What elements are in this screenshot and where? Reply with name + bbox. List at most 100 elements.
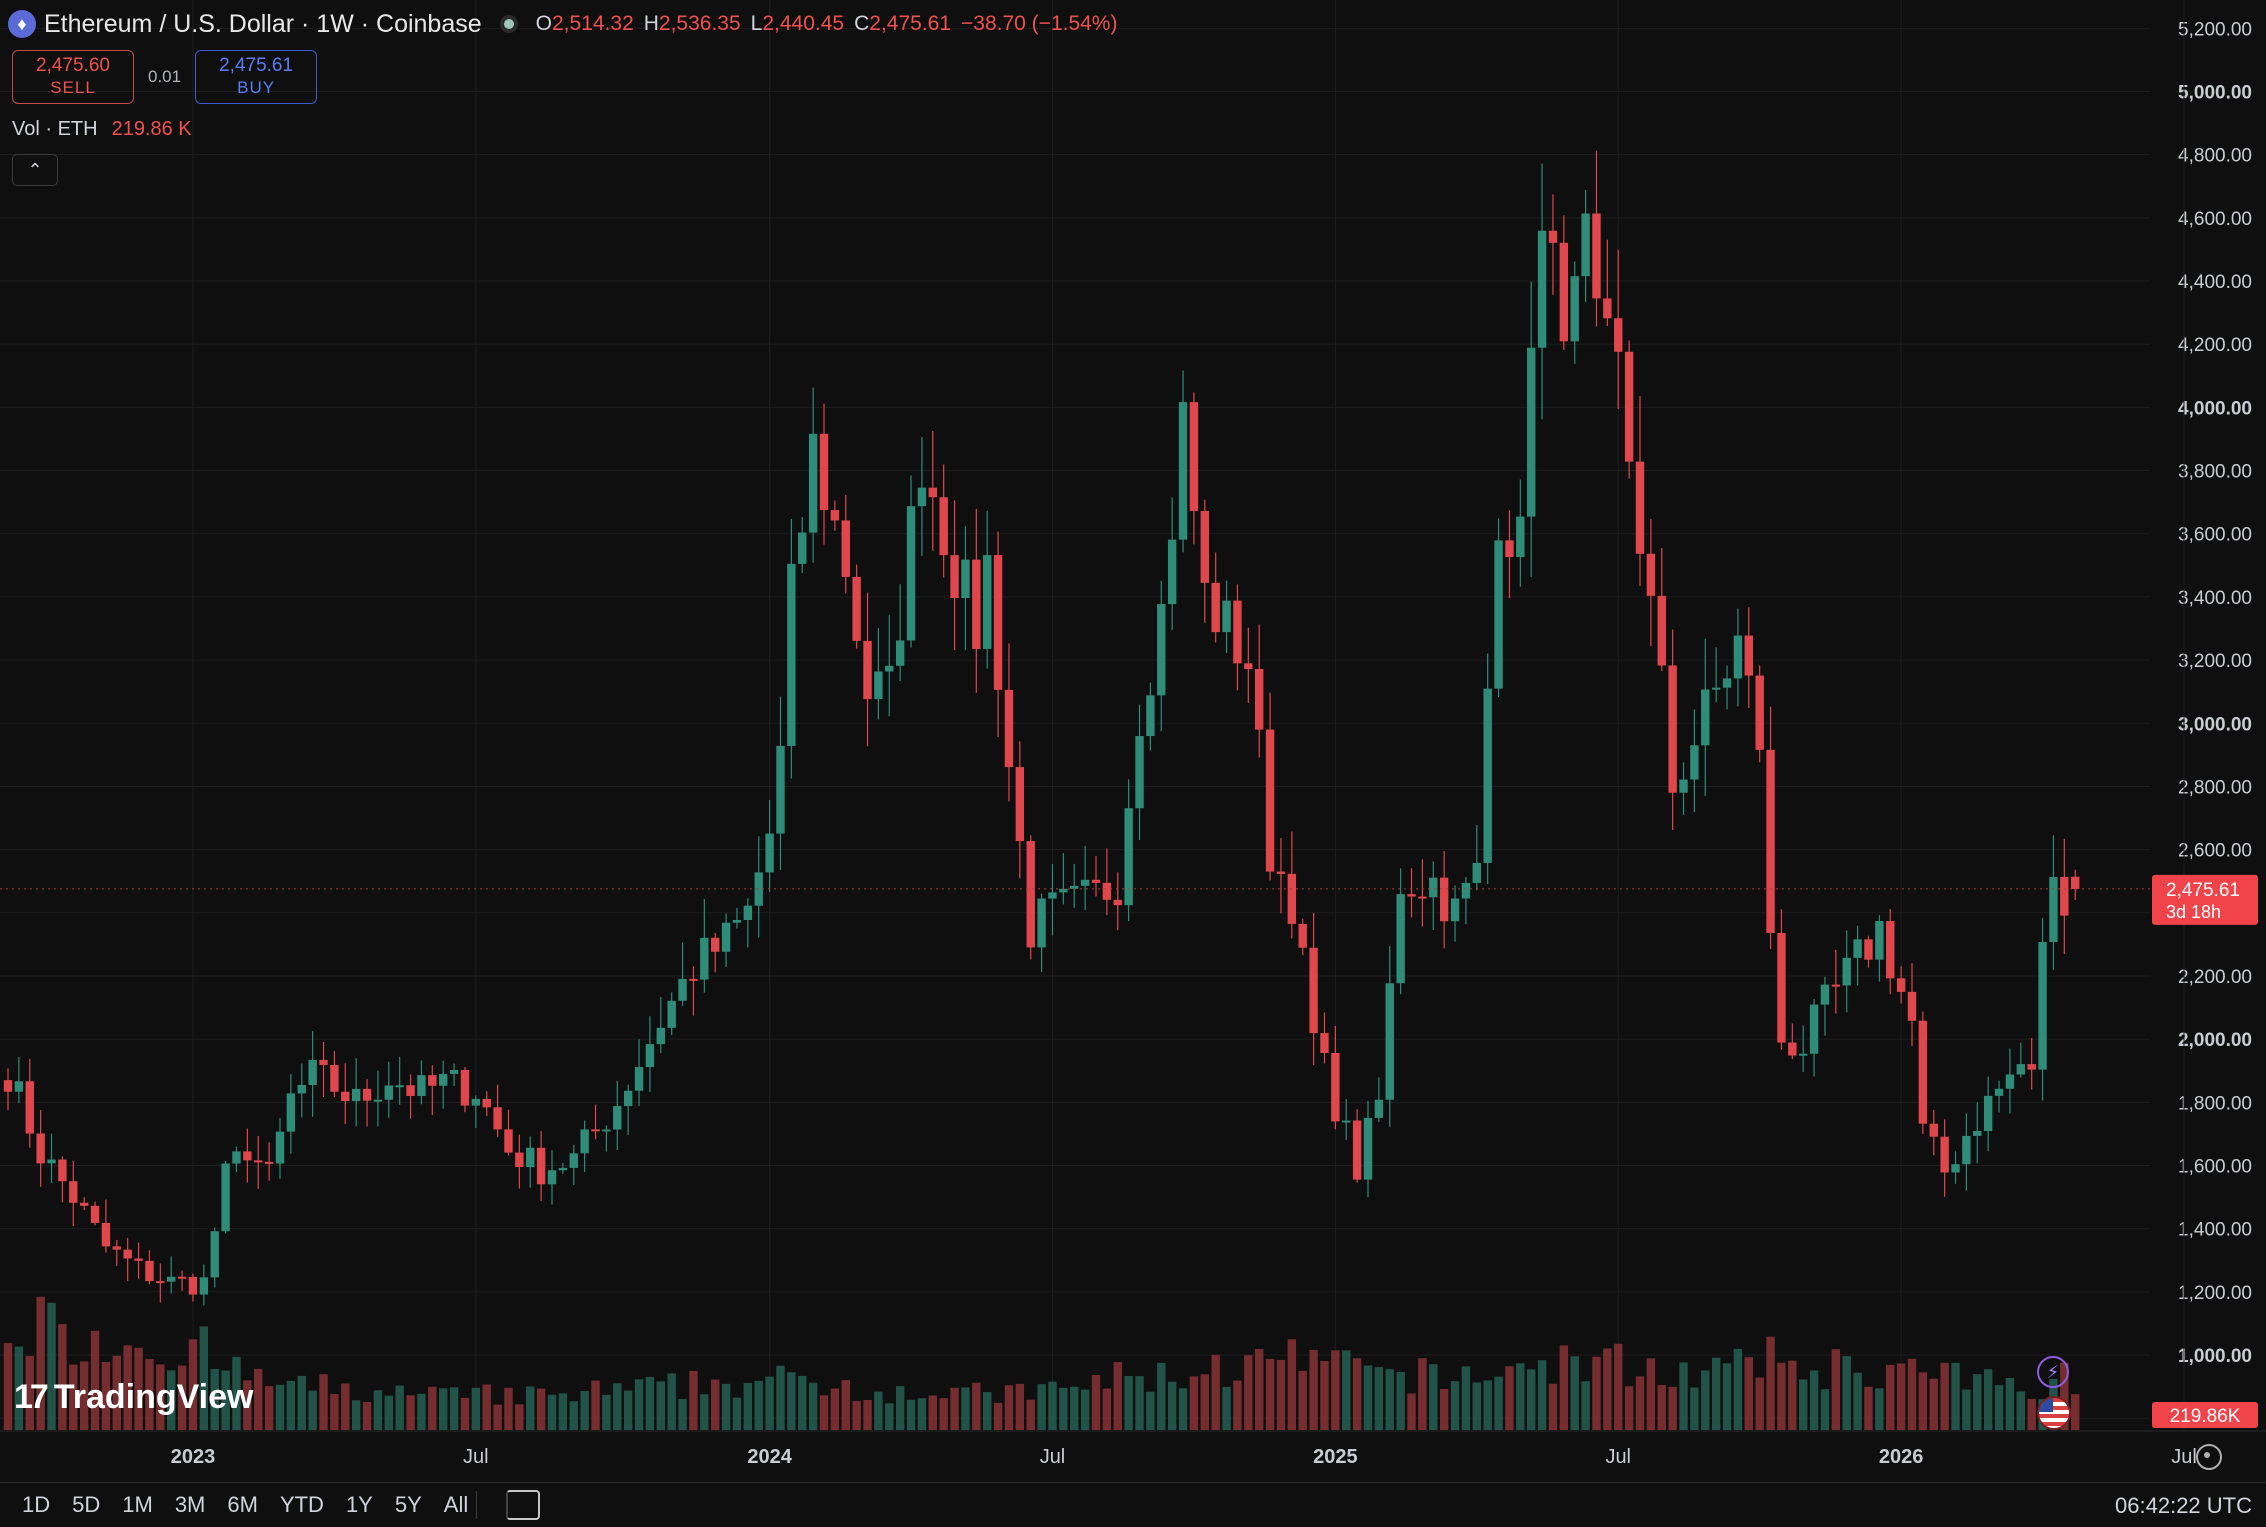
volume-bar [1744,1357,1753,1430]
candle-body [384,1085,393,1100]
candle-body [1048,892,1057,899]
collapse-chevron-icon[interactable]: ⌃ [12,154,58,186]
market-status-icon[interactable] [499,15,518,33]
sell-button[interactable]: 2,475.60 SELL [12,50,134,104]
candle-body [1494,540,1503,689]
candle-body [1255,669,1264,730]
range-3m[interactable]: 3M [174,1492,206,1517]
volume-bar [928,1395,937,1430]
candle-body [134,1258,143,1261]
candle-body [1581,213,1590,277]
volume-bar [308,1390,317,1430]
y-tick-label: 4,600.00 [2178,209,2252,230]
candle-body [1233,600,1242,664]
candle-body [1124,808,1133,906]
price-chart[interactable]: 800.001,000.001,200.001,400.001,600.001,… [0,0,2266,1482]
candle-body [689,978,698,981]
range-5y[interactable]: 5Y [394,1492,422,1517]
symbol-title[interactable]: Ethereum / U.S. Dollar · 1W · Coinbase [44,9,482,38]
range-5d[interactable]: 5D [72,1492,101,1517]
volume-bar [1374,1367,1384,1430]
candle-body [1276,871,1286,874]
volume-bar [526,1386,535,1430]
candle-body [58,1159,67,1182]
candle-body [504,1129,513,1153]
volume-bar [1592,1356,1601,1430]
range-1m[interactable]: 1M [122,1492,153,1517]
flash-icon[interactable]: ⚡ [2037,1356,2069,1388]
candle-body [395,1085,404,1088]
volume-bar [591,1380,600,1430]
candle-body [645,1044,655,1068]
settings-icon[interactable] [2196,1444,2222,1470]
candle-body [428,1075,437,1086]
volume-bar [243,1380,252,1430]
candle-body [1505,540,1514,558]
candle-body [123,1249,132,1259]
candle-body [1298,923,1307,948]
volume-bar [885,1403,894,1430]
candle-body [417,1075,426,1096]
range-all[interactable]: All [443,1492,469,1517]
candle-body [1146,695,1155,737]
volume-bar [547,1394,557,1430]
volume-bar [700,1394,709,1430]
x-tick-label: 2026 [1879,1446,1924,1468]
us-flag-icon[interactable] [2037,1396,2071,1430]
y-tick-label: 5,200.00 [2178,19,2252,40]
range-ytd[interactable]: YTD [279,1492,324,1517]
candle-body [580,1129,589,1154]
volume-bar [1102,1388,1112,1430]
candle-body [1886,921,1895,979]
volume-bar [1516,1363,1525,1430]
calendar-goto-icon[interactable] [506,1490,541,1520]
volume-bar [939,1398,948,1430]
volume-bar [602,1394,611,1430]
volume-bar [1799,1379,1808,1430]
candle-body [1331,1052,1340,1122]
volume-bar [765,1376,774,1430]
candle-body [536,1147,546,1185]
volume-bar [983,1392,992,1430]
tradingview-logo[interactable]: 17 TradingView [14,1378,253,1417]
volume-bar [286,1380,296,1430]
volume-bar [558,1393,568,1430]
volume-bar [1048,1381,1057,1430]
volume-legend[interactable]: Vol · ETH 219.86 K [12,118,192,141]
volume-bar [351,1400,361,1430]
volume-bar [123,1345,132,1430]
candle-body [101,1222,111,1247]
volume-tag-text: 219.86K [2170,1406,2241,1427]
candle-body [1004,689,1014,768]
candle-body [482,1098,491,1108]
volume-bar [58,1324,67,1430]
buy-button[interactable]: 2,475.61 BUY [195,50,318,104]
utc-clock[interactable]: 06:42:22 UTC [2115,1493,2252,1518]
volume-bar [1396,1371,1405,1430]
volume-bar [1635,1376,1645,1430]
volume-bar [776,1365,785,1430]
volume-bar [1124,1376,1133,1430]
volume-bar [1951,1362,1960,1430]
candle-body [1157,604,1166,696]
volume-bar [3,1343,13,1430]
candle-body [286,1093,296,1132]
candle-body [1472,862,1481,883]
candle-body [1450,898,1460,922]
x-tick-label: Jul [463,1446,489,1468]
y-tick-label: 1,600.00 [2178,1156,2252,1177]
volume-bar [1690,1387,1699,1430]
range-6m[interactable]: 6M [227,1492,258,1517]
volume-bar [1342,1350,1351,1430]
candle-body [1831,984,1841,987]
volume-bar [504,1387,513,1430]
chart-header: ♦ Ethereum / U.S. Dollar · 1W · Coinbase… [8,6,1117,42]
candle-body [47,1159,56,1164]
volume-bar [1864,1386,1873,1430]
spread-value: 0.01 [148,67,182,86]
range-1d[interactable]: 1D [22,1492,51,1517]
range-1y[interactable]: 1Y [345,1492,373,1517]
candle-body [1918,1020,1928,1124]
candle-body [634,1067,644,1091]
volume-bar [14,1346,24,1430]
